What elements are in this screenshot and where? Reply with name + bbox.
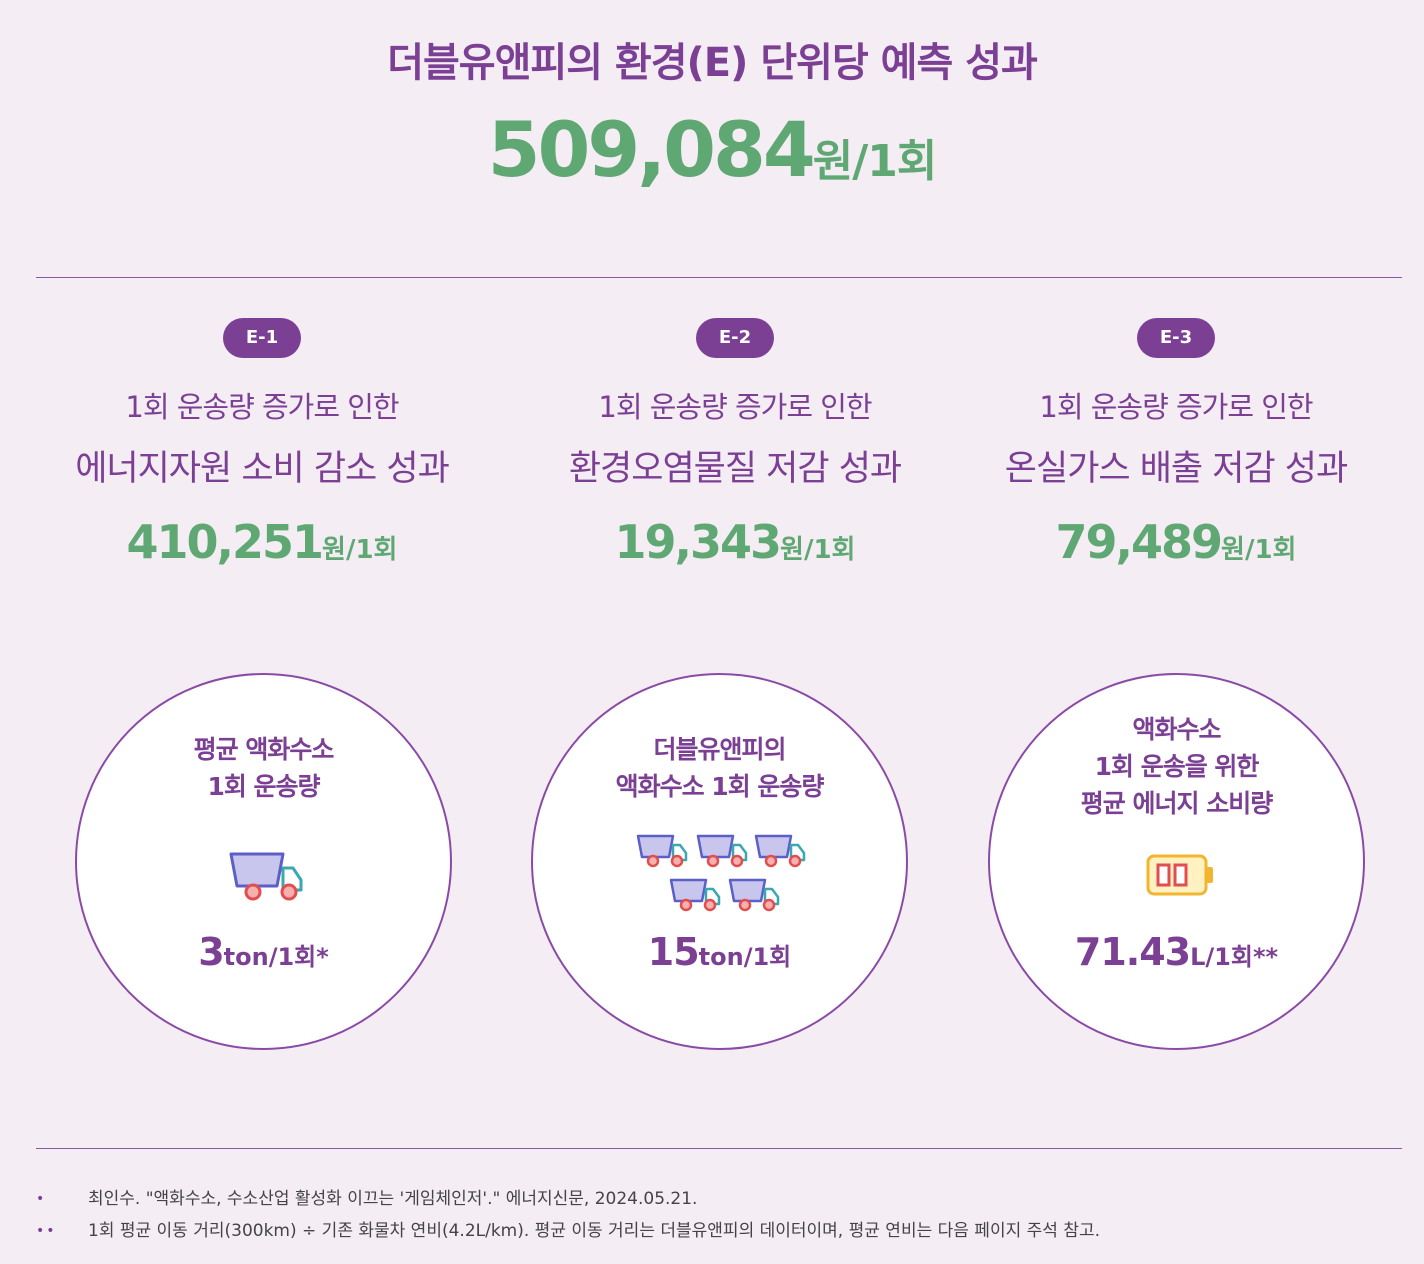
circle-label-line: 액화수소 (990, 711, 1363, 748)
column-e3: E-3 1회 운송량 증가로 인한 온실가스 배출 저감 성과 79,489원/… (946, 318, 1406, 569)
total-unit: 원/1회 (813, 136, 937, 187)
column-heading: 에너지자원 소비 감소 성과 (32, 440, 492, 491)
page-title: 더블유앤피의 환경(E) 단위당 예측 성과 (0, 30, 1424, 88)
column-heading: 온실가스 배출 저감 성과 (946, 440, 1406, 491)
column-value: 19,343원/1회 (505, 515, 965, 569)
circle-label-line: 액화수소 1회 운송량 (533, 768, 906, 805)
circle-value-unit: ton/1회* (224, 943, 329, 971)
total-performance: 509,084원/1회 (0, 105, 1424, 194)
badge-e3: E-3 (1137, 318, 1215, 358)
circle-label-line: 더블유앤피의 (533, 731, 906, 768)
truck-icon (227, 850, 307, 902)
circle-label: 평균 액화수소 1회 운송량 (77, 731, 450, 805)
circle-wnp-transport: 더블유앤피의 액화수소 1회 운송량 15ton/1회 (531, 673, 908, 1050)
column-e1: E-1 1회 운송량 증가로 인한 에너지자원 소비 감소 성과 410,251… (32, 318, 492, 569)
column-value-number: 19,343 (615, 515, 781, 569)
circle-energy-consumption: 액화수소 1회 운송을 위한 평균 에너지 소비량 71.43L/1회** (988, 673, 1365, 1050)
circle-label-line: 1회 운송량 (77, 768, 450, 805)
footnote: •• 1회 평균 이동 거리(300km) ÷ 기존 화물차 연비(4.2L/k… (36, 1215, 1402, 1247)
column-heading: 환경오염물질 저감 성과 (505, 440, 965, 491)
footnote-text: 1회 평균 이동 거리(300km) ÷ 기존 화물차 연비(4.2L/km).… (88, 1221, 1100, 1241)
column-value-unit: 원/1회 (322, 535, 397, 565)
battery-icon (1145, 853, 1217, 897)
top-divider (36, 277, 1402, 278)
footnote-marker: • (36, 1183, 46, 1215)
circle-value: 71.43L/1회** (990, 930, 1363, 974)
truck-group-icon (635, 833, 809, 915)
column-subtitle: 1회 운송량 증가로 인한 (505, 384, 965, 426)
badge-e1: E-1 (223, 318, 301, 358)
column-subtitle: 1회 운송량 증가로 인한 (946, 384, 1406, 426)
circle-value: 15ton/1회 (533, 930, 906, 974)
circle-label: 액화수소 1회 운송을 위한 평균 에너지 소비량 (990, 711, 1363, 822)
footnotes: • 최인수. "액화수소, 수소산업 활성화 이끄는 '게임체인저'." 에너지… (36, 1183, 1402, 1247)
total-value: 509,084 (488, 105, 813, 194)
column-subtitle: 1회 운송량 증가로 인한 (32, 384, 492, 426)
circle-label: 더블유앤피의 액화수소 1회 운송량 (533, 731, 906, 805)
circle-value-unit: ton/1회 (699, 943, 792, 971)
circle-value-number: 3 (198, 930, 223, 974)
column-e2: E-2 1회 운송량 증가로 인한 환경오염물질 저감 성과 19,343원/1… (505, 318, 965, 569)
column-value-number: 410,251 (127, 515, 323, 569)
circle-label-line: 1회 운송을 위한 (990, 748, 1363, 785)
circle-value-number: 71.43 (1075, 930, 1190, 974)
bottom-divider (36, 1148, 1402, 1149)
circle-average-transport: 평균 액화수소 1회 운송량 3ton/1회* (75, 673, 452, 1050)
footnote-text: 최인수. "액화수소, 수소산업 활성화 이끄는 '게임체인저'." 에너지신문… (88, 1189, 697, 1209)
column-value: 410,251원/1회 (32, 515, 492, 569)
circle-label-line: 평균 액화수소 (77, 731, 450, 768)
column-value-number: 79,489 (1056, 515, 1222, 569)
circle-value: 3ton/1회* (77, 930, 450, 974)
footnote: • 최인수. "액화수소, 수소산업 활성화 이끄는 '게임체인저'." 에너지… (36, 1183, 1402, 1215)
badge-e2: E-2 (696, 318, 774, 358)
column-value: 79,489원/1회 (946, 515, 1406, 569)
column-value-unit: 원/1회 (1221, 535, 1296, 565)
footnote-marker: •• (36, 1215, 57, 1247)
circle-label-line: 평균 에너지 소비량 (990, 785, 1363, 822)
column-value-unit: 원/1회 (780, 535, 855, 565)
circle-value-unit: L/1회** (1190, 943, 1278, 971)
circle-value-number: 15 (648, 930, 699, 974)
